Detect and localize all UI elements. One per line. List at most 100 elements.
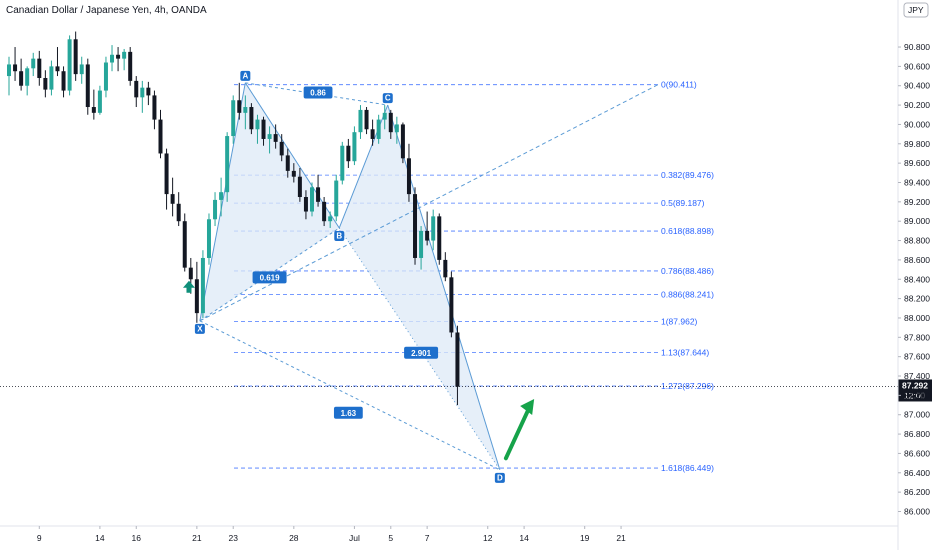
- candle[interactable]: [116, 47, 121, 72]
- pattern-point-c[interactable]: C: [382, 93, 393, 104]
- candle[interactable]: [85, 58, 90, 115]
- candle[interactable]: [328, 211, 333, 228]
- candle-body: [279, 141, 284, 156]
- candle[interactable]: [237, 82, 242, 120]
- candle[interactable]: [400, 122, 405, 164]
- candle-body: [164, 153, 169, 195]
- candle[interactable]: [13, 47, 18, 81]
- candle[interactable]: [243, 95, 248, 130]
- ratio-label[interactable]: 1.63: [333, 406, 363, 419]
- candle[interactable]: [206, 213, 211, 265]
- candle[interactable]: [231, 95, 236, 144]
- candle[interactable]: [55, 47, 60, 77]
- candle[interactable]: [73, 31, 78, 81]
- x-tick-label: 28: [289, 533, 299, 543]
- candle[interactable]: [394, 116, 399, 144]
- candle[interactable]: [43, 70, 48, 98]
- candle[interactable]: [146, 81, 151, 106]
- candle-body: [322, 201, 327, 222]
- candle[interactable]: [388, 109, 393, 139]
- candle[interactable]: [376, 114, 381, 144]
- candle[interactable]: [322, 197, 327, 227]
- candle[interactable]: [134, 76, 139, 108]
- candle[interactable]: [97, 85, 102, 115]
- candle[interactable]: [273, 124, 278, 149]
- candle[interactable]: [310, 182, 314, 217]
- candle[interactable]: [406, 143, 411, 202]
- candle[interactable]: [25, 66, 30, 96]
- candle[interactable]: [49, 60, 54, 96]
- ratio-label[interactable]: 0.86: [303, 86, 333, 99]
- candle[interactable]: [431, 209, 436, 251]
- candle[interactable]: [37, 50, 42, 86]
- candle[interactable]: [31, 52, 36, 77]
- candle[interactable]: [182, 213, 187, 272]
- ratio-label[interactable]: 2.901: [404, 346, 439, 359]
- pattern-point-x[interactable]: X: [194, 323, 205, 334]
- candle[interactable]: [291, 163, 296, 183]
- candle[interactable]: [303, 190, 308, 220]
- candle-body: [261, 119, 266, 139]
- candle[interactable]: [110, 45, 115, 72]
- ratio-label[interactable]: 0.619: [252, 271, 287, 284]
- candle[interactable]: [19, 58, 24, 91]
- candle[interactable]: [225, 132, 230, 202]
- candle-body: [231, 100, 236, 137]
- candle[interactable]: [425, 211, 430, 246]
- candle[interactable]: [261, 116, 266, 146]
- pattern-point-a[interactable]: A: [240, 70, 251, 81]
- candle-body: [7, 64, 11, 77]
- candle[interactable]: [267, 126, 272, 154]
- candle[interactable]: [140, 80, 145, 113]
- fib-level-label: 0.5(89.187): [661, 198, 705, 208]
- candle[interactable]: [279, 134, 284, 162]
- pattern-bcd-fill: [339, 105, 500, 470]
- candle[interactable]: [285, 148, 290, 178]
- candle[interactable]: [67, 35, 72, 96]
- currency-badge[interactable]: JPY: [903, 2, 929, 18]
- candle[interactable]: [176, 192, 181, 227]
- candle-body: [291, 170, 296, 177]
- candle[interactable]: [443, 252, 448, 282]
- candle[interactable]: [413, 187, 418, 265]
- candle[interactable]: [346, 138, 351, 168]
- currency-badge-label: JPY: [908, 5, 924, 15]
- candle[interactable]: [352, 126, 357, 166]
- candle[interactable]: [455, 325, 460, 406]
- candle[interactable]: [194, 261, 199, 323]
- candle[interactable]: [128, 47, 133, 86]
- candle[interactable]: [158, 109, 163, 159]
- candle[interactable]: [170, 177, 175, 217]
- candle[interactable]: [340, 141, 345, 185]
- candle[interactable]: [61, 66, 66, 98]
- candle[interactable]: [419, 226, 424, 270]
- candle[interactable]: [103, 56, 108, 98]
- candle-body: [431, 216, 436, 241]
- candle[interactable]: [122, 48, 127, 71]
- candle[interactable]: [370, 119, 375, 146]
- candle[interactable]: [200, 250, 205, 318]
- pattern-point-d[interactable]: D: [494, 472, 505, 483]
- candle-body: [25, 68, 30, 86]
- candle[interactable]: [437, 213, 442, 265]
- candle[interactable]: [249, 103, 254, 135]
- candle[interactable]: [364, 107, 369, 135]
- candle[interactable]: [382, 105, 387, 130]
- candle[interactable]: [79, 56, 84, 84]
- candle[interactable]: [7, 56, 11, 96]
- candle[interactable]: [316, 174, 321, 207]
- candle[interactable]: [213, 192, 218, 227]
- candle[interactable]: [358, 105, 363, 139]
- candle[interactable]: [164, 148, 169, 210]
- candle[interactable]: [219, 177, 224, 217]
- candle[interactable]: [91, 89, 96, 120]
- pattern-point-b[interactable]: B: [334, 230, 345, 241]
- candle[interactable]: [297, 167, 302, 202]
- candle-body: [73, 39, 78, 75]
- candle[interactable]: [449, 271, 454, 338]
- candle[interactable]: [334, 174, 339, 222]
- candle-body: [425, 230, 430, 241]
- candle[interactable]: [255, 114, 260, 144]
- candle[interactable]: [152, 90, 157, 130]
